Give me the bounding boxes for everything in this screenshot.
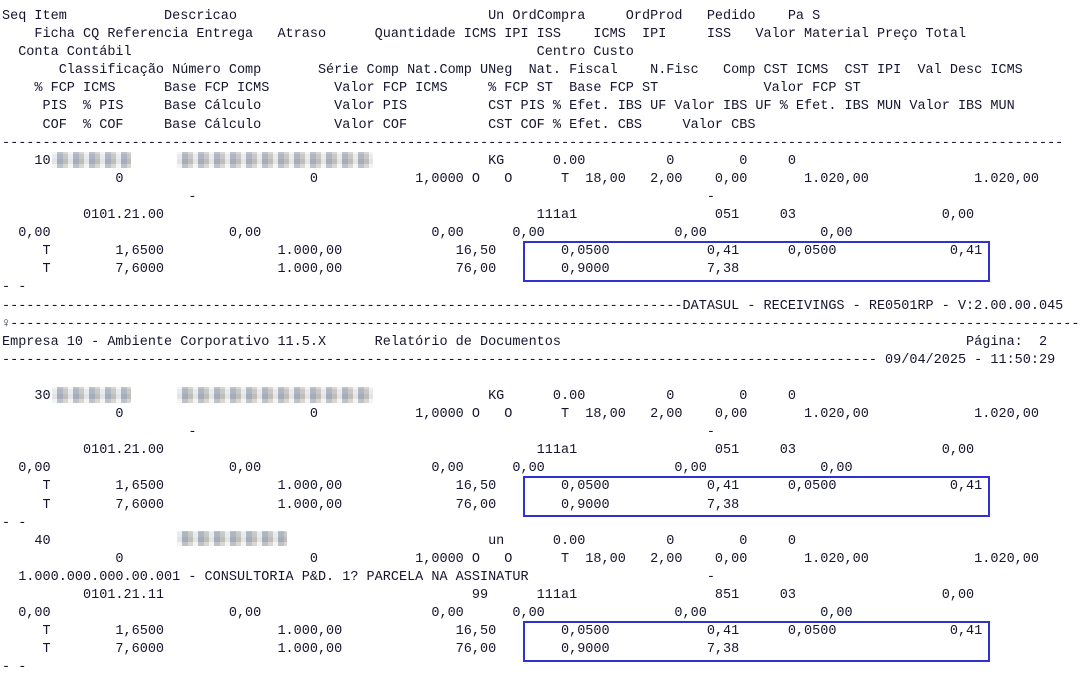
report-line: ----------------------------------------… xyxy=(2,298,1064,314)
highlight-box xyxy=(523,476,990,517)
report-line: T 7,6000 1.000,00 76,00 0,9000 7,38 xyxy=(2,642,740,658)
report-line: Ficha CQ Referencia Entrega Atraso Quant… xyxy=(2,27,967,43)
report-line: 0,00 0,00 0,00 0,00 0,00 0,00 xyxy=(2,606,853,622)
report-line: - - xyxy=(2,425,715,441)
redacted-text-block xyxy=(52,152,131,168)
highlight-box xyxy=(523,621,990,662)
report-line: 0 0 1,0000 O O T 18,00 2,00 0,00 1.020,0… xyxy=(2,551,1039,567)
report-text: Seq Item Descricao Un OrdCompra OrdProd … xyxy=(2,8,1079,677)
report-line: ♀---------------------------------------… xyxy=(2,316,1080,332)
report-line: - - xyxy=(2,280,27,296)
report-line: 0,00 0,00 0,00 0,00 0,00 0,00 xyxy=(2,226,853,242)
report-line: % FCP ICMS Base FCP ICMS Valor FCP ICMS … xyxy=(2,81,861,97)
report-line: T 1,6500 1.000,00 16,50 0,0500 0,41 0,05… xyxy=(2,479,983,495)
report-line: ----------------------------------------… xyxy=(2,352,1056,368)
report-line: 0,00 0,00 0,00 0,00 0,00 0,00 xyxy=(2,461,853,477)
redacted-text-block xyxy=(52,387,131,403)
report-line: - - xyxy=(2,660,27,676)
highlight-box xyxy=(523,241,990,282)
report-line: 0101.21.00 111a1 051 03 0,00 xyxy=(2,208,975,224)
report-line: T 1,6500 1.000,00 16,50 0,0500 0,41 0,05… xyxy=(2,624,983,640)
report-line: - - xyxy=(2,515,27,531)
report-line: Empresa 10 - Ambiente Corporativo 11.5.X… xyxy=(2,334,1048,350)
report-line: Seq Item Descricao Un OrdCompra OrdProd … xyxy=(2,9,821,24)
report-line: COF % COF Base Cálculo Valor COF CST COF… xyxy=(2,117,756,133)
report-line: T 7,6000 1.000,00 76,00 0,9000 7,38 xyxy=(2,497,740,513)
report-line: ----------------------------------------… xyxy=(2,135,1064,151)
report-line: 0101.21.11 99 111a1 851 03 0,00 xyxy=(2,588,975,603)
report-line: - - xyxy=(2,189,715,205)
report-line: Classificação Número Comp Série Comp Nat… xyxy=(2,63,1023,79)
report-line: 40 un 0.00 0 0 0 xyxy=(2,533,796,549)
report-line: T 1,6500 1.000,00 16,50 0,0500 0,41 0,05… xyxy=(2,244,983,260)
report-line: 1.000.000.000.00.001 - CONSULTORIA P&D. … xyxy=(2,569,715,585)
report-line: 30 KG 0.00 0 0 0 xyxy=(2,388,796,404)
redacted-text-block xyxy=(177,152,373,168)
report-line: 0 0 1,0000 O O T 18,00 2,00 0,00 1.020,0… xyxy=(2,407,1039,423)
redacted-text-block xyxy=(177,531,287,546)
report-line: T 7,6000 1.000,00 76,00 0,9000 7,38 xyxy=(2,262,740,278)
report-line: 0101.21.00 111a1 051 03 0,00 xyxy=(2,443,975,459)
redacted-text-block xyxy=(177,387,373,403)
report-line: 10 KG 0.00 0 0 0 xyxy=(2,153,796,169)
report-line xyxy=(2,370,1079,388)
report-line: PIS % PIS Base Cálculo Valor PIS CST PIS… xyxy=(2,99,1015,115)
report-line: Conta Contábil Centro Custo xyxy=(2,45,634,61)
report-line: 0 0 1,0000 O O T 18,00 2,00 0,00 1.020,0… xyxy=(2,171,1039,187)
